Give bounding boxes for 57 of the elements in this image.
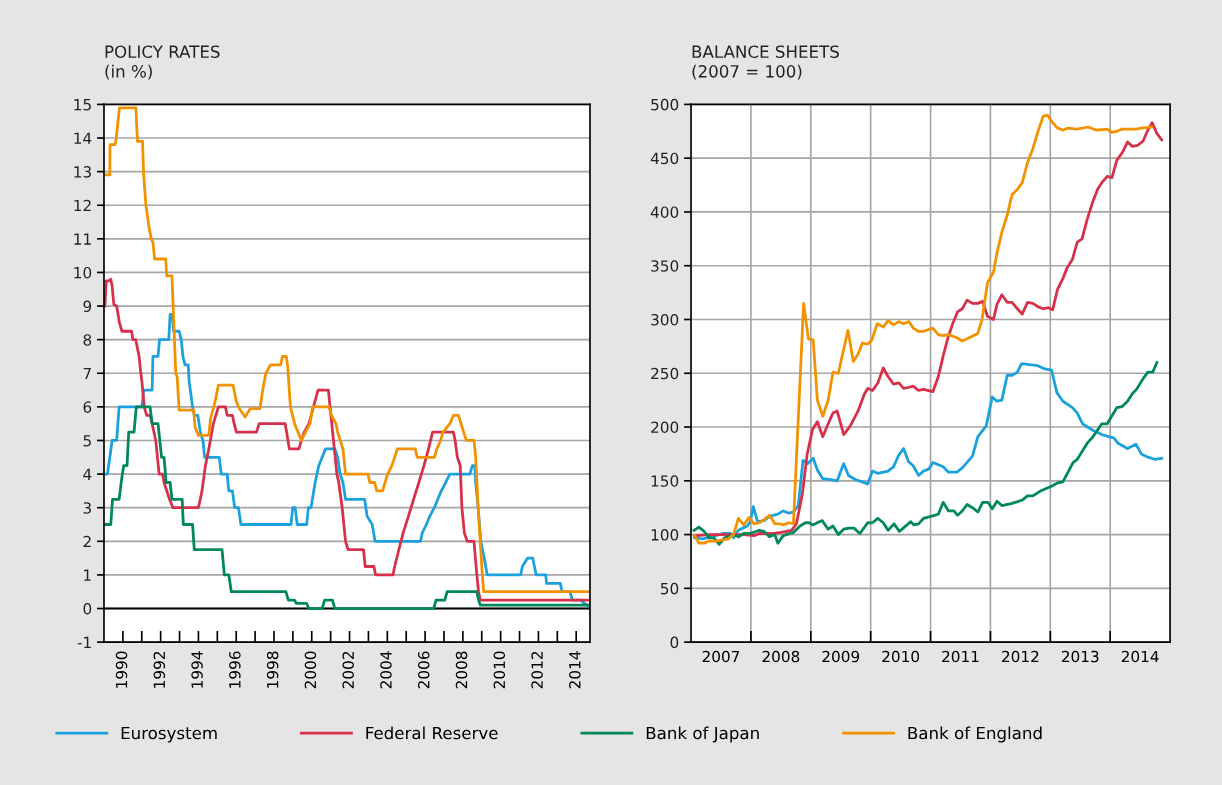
- y-tick-label: 250: [651, 367, 679, 380]
- x-tick-label: 1990: [115, 651, 128, 688]
- x-tick-label: 2007: [702, 650, 740, 663]
- x-tick-label: 1992: [153, 651, 166, 688]
- chart-subtitle: (2007 = 100): [692, 64, 802, 80]
- y-tick-label: 7: [83, 367, 91, 380]
- y-tick-label: 9: [83, 300, 92, 313]
- x-tick-label: 1996: [229, 651, 241, 688]
- chart-title: POLICY RATES: [105, 45, 220, 58]
- y-tick-label: 4: [83, 468, 92, 480]
- x-tick-label: 1998: [266, 651, 279, 688]
- y-tick-label: 100: [651, 529, 679, 541]
- y-tick-label: 15: [74, 99, 91, 111]
- y-tick-label: 400: [650, 206, 679, 218]
- y-tick-label: 0: [83, 602, 92, 615]
- x-tick-label: 2004: [380, 651, 392, 689]
- x-tick-label: 2009: [822, 650, 860, 663]
- legend-label: Bank of Japan: [646, 726, 759, 743]
- y-tick-label: 200: [651, 421, 679, 434]
- y-tick-label: 10: [74, 266, 92, 279]
- legend-label: Bank of England: [908, 726, 1042, 743]
- x-tick-label: 2002: [342, 651, 354, 689]
- y-tick-label: 150: [651, 475, 679, 487]
- x-tick-label: 2000: [304, 651, 317, 689]
- y-tick-label: 500: [651, 98, 679, 111]
- y-tick-label: 0: [670, 636, 679, 649]
- y-tick-label: 2: [83, 535, 91, 548]
- y-tick-label: 450: [650, 152, 679, 165]
- y-tick-label: 6: [83, 401, 92, 413]
- x-tick-label: 2010: [882, 650, 920, 663]
- y-tick-label: 1: [84, 569, 91, 581]
- x-tick-label: 2012: [1002, 650, 1039, 663]
- y-tick-label: 300: [651, 313, 679, 326]
- y-tick-label: 11: [74, 233, 91, 245]
- y-tick-label: 14: [74, 132, 92, 144]
- x-tick-label: 2013: [1061, 650, 1099, 663]
- legend-label: Eurosystem: [121, 726, 217, 743]
- y-tick-label: 12: [74, 199, 91, 212]
- y-tick-label: 5: [83, 435, 91, 447]
- y-tick-label: 350: [651, 260, 679, 272]
- x-tick-label: 2012: [531, 651, 543, 689]
- chart-title: BALANCE SHEETS: [692, 45, 839, 58]
- legend-label: Federal Reserve: [366, 726, 498, 740]
- y-tick-label: 50: [660, 582, 679, 595]
- y-tick-label: -1: [77, 636, 91, 648]
- x-tick-label: 2008: [455, 651, 468, 689]
- x-tick-label: 2008: [762, 650, 800, 663]
- y-tick-label: 13: [74, 166, 91, 178]
- x-tick-label: 2006: [417, 651, 430, 689]
- y-tick-label: 8: [83, 334, 92, 346]
- x-tick-label: 2011: [942, 650, 979, 663]
- x-tick-label: 2014: [1121, 650, 1159, 663]
- x-tick-label: 2010: [493, 651, 506, 689]
- chart-subtitle: (in %): [105, 64, 152, 80]
- y-tick-label: 3: [83, 502, 91, 514]
- x-tick-label: 2014: [569, 651, 581, 689]
- x-tick-label: 1994: [191, 651, 203, 688]
